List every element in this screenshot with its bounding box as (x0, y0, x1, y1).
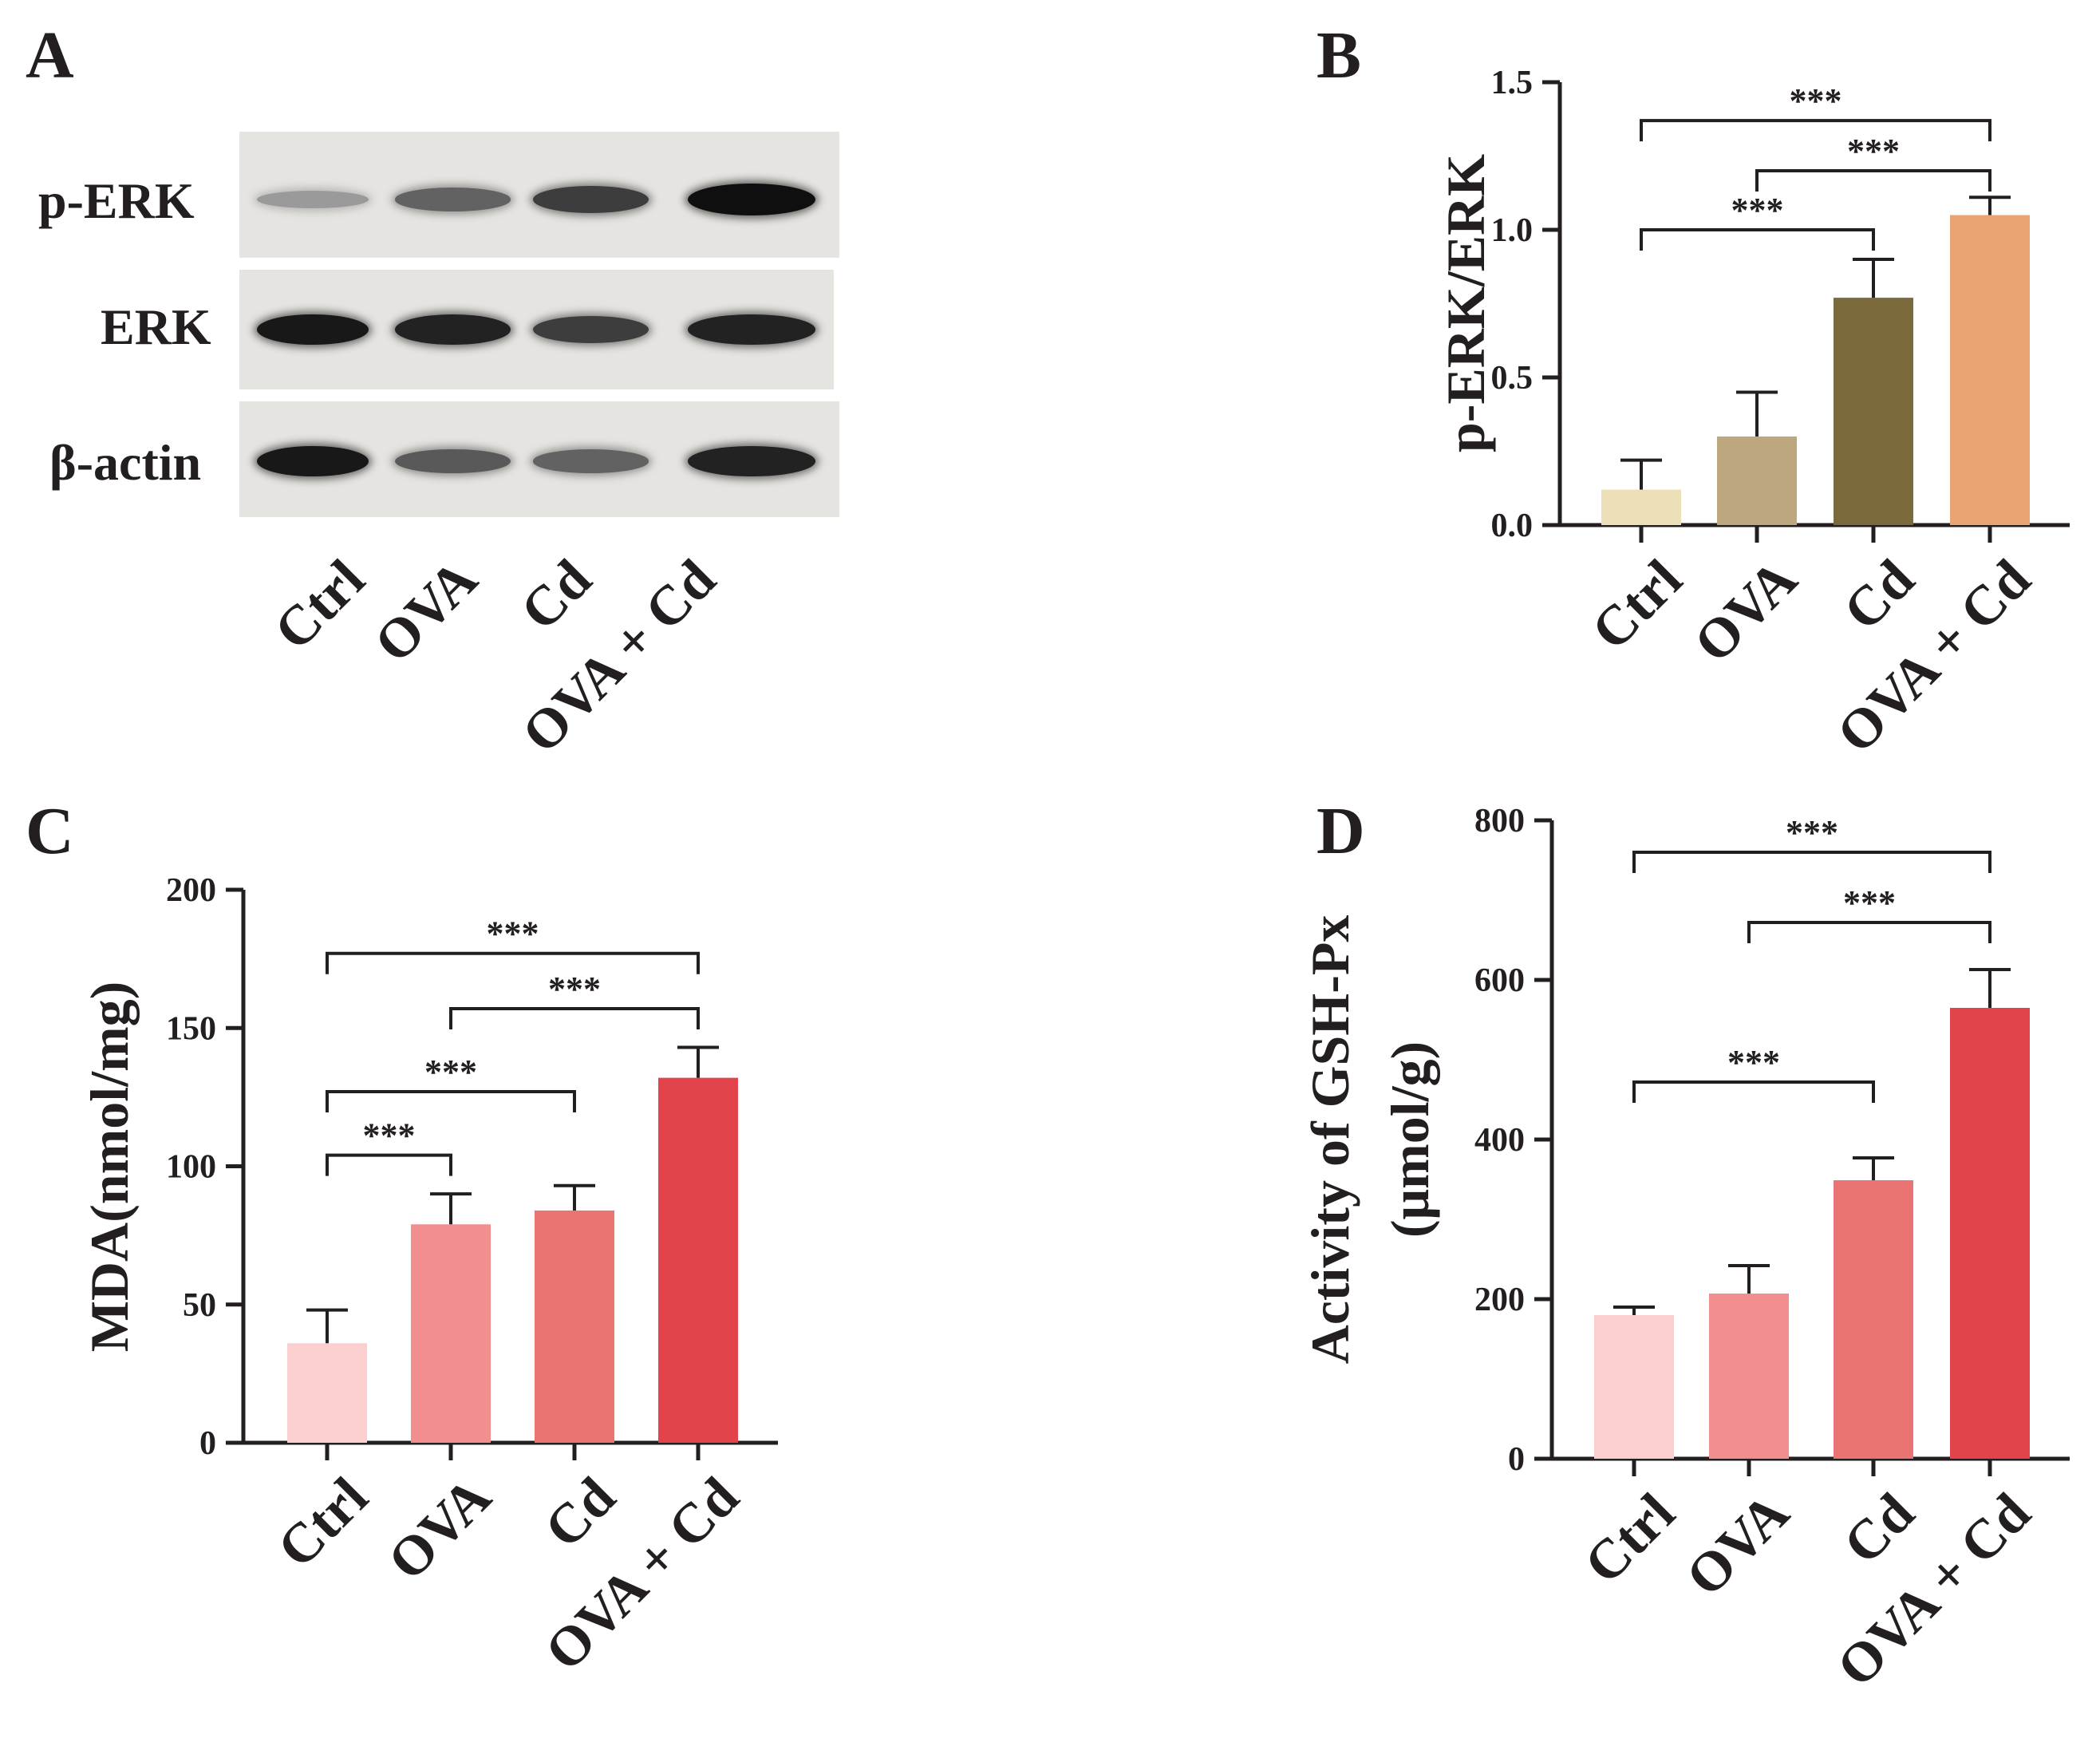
significance-label-D: *** (1727, 1043, 1780, 1082)
y-tick-label-D: 600 (1474, 962, 1525, 999)
band-actin-lane-1 (257, 445, 369, 477)
y-tick-label-B: 1.0 (1491, 212, 1534, 249)
blot-row-label-beta-actin: β-actin (49, 434, 202, 491)
bar-C-3 (658, 1077, 738, 1443)
panel-letter-a: A (26, 18, 74, 93)
blot-row-label-erk: ERK (101, 298, 211, 355)
significance-label-D: *** (1786, 813, 1838, 852)
bar-B-2 (1834, 298, 1913, 525)
significance-label-B: *** (1731, 191, 1784, 230)
band-erk-lane-3 (533, 316, 649, 343)
band-actin-lane-4 (688, 446, 815, 476)
significance-label-B: *** (1790, 81, 1842, 120)
significance-bracket-B (1640, 119, 1991, 142)
band-erk-lane-4 (688, 314, 815, 345)
panel-letter-b: B (1316, 18, 1362, 93)
significance-bracket-B (1755, 169, 1991, 192)
y-tick-label-C: 50 (183, 1287, 216, 1324)
y-axis-label-C: MDA(nmol/mg) (79, 982, 140, 1353)
y-tick-label-D: 0 (1508, 1441, 1525, 1478)
y-tick-label-D: 400 (1474, 1122, 1525, 1159)
panel-letter-c: C (26, 794, 74, 868)
significance-label-B: *** (1847, 132, 1900, 171)
blot-row-label-p-erk: p-ERK (38, 172, 195, 229)
band-erk-lane-1 (257, 314, 369, 346)
y-tick-label-D: 200 (1474, 1282, 1525, 1318)
significance-bracket-D (1747, 921, 1991, 943)
significance-bracket-B (1640, 228, 1875, 251)
bar-B-3 (1950, 215, 2030, 525)
significance-bracket-D (1632, 1080, 1875, 1103)
significance-bracket-C (326, 1089, 576, 1112)
bar-D-0 (1594, 1315, 1674, 1459)
y-tick-label-C: 100 (166, 1149, 216, 1186)
band-actin-lane-3 (533, 449, 649, 473)
y-axis-label-B: p-ERK/ERK (1435, 154, 1496, 452)
band-perk-lane-3 (533, 186, 649, 213)
panel-letter-d: D (1316, 794, 1365, 868)
y-tick-label-B: 0.5 (1491, 360, 1534, 397)
band-perk-lane-4 (688, 184, 815, 215)
significance-label-C: *** (548, 970, 601, 1009)
bar-C-2 (535, 1210, 614, 1443)
y-tick-label-C: 0 (199, 1425, 216, 1462)
bar-D-3 (1950, 1008, 2030, 1459)
significance-bracket-C (449, 1006, 700, 1029)
bar-D-1 (1709, 1294, 1789, 1459)
y-tick-label-D: 800 (1474, 803, 1525, 839)
significance-label-C: *** (363, 1116, 416, 1155)
y-tick-label-B: 0.0 (1491, 508, 1534, 544)
bar-B-0 (1601, 489, 1681, 525)
band-actin-lane-2 (395, 448, 511, 474)
y-tick-label-C: 150 (166, 1010, 216, 1047)
significance-label-C: *** (424, 1053, 477, 1092)
band-perk-lane-1 (257, 191, 369, 208)
significance-label-C: *** (487, 915, 539, 954)
significance-bracket-C (326, 1153, 452, 1176)
band-erk-lane-2 (395, 314, 511, 345)
bar-B-1 (1717, 437, 1797, 525)
significance-bracket-C (326, 951, 700, 974)
y-tick-label-C: 200 (166, 872, 216, 909)
bar-D-2 (1834, 1180, 1913, 1459)
significance-bracket-D (1632, 851, 1991, 873)
bar-C-0 (287, 1343, 367, 1443)
bar-C-1 (411, 1224, 491, 1443)
band-perk-lane-2 (395, 188, 511, 211)
y-axis-label-unit-D: (μmol/g) (1380, 1041, 1440, 1238)
significance-label-D: *** (1843, 883, 1896, 922)
y-tick-label-B: 1.5 (1491, 65, 1534, 101)
y-axis-label-D: Activity of GSH-Px (1300, 915, 1360, 1365)
